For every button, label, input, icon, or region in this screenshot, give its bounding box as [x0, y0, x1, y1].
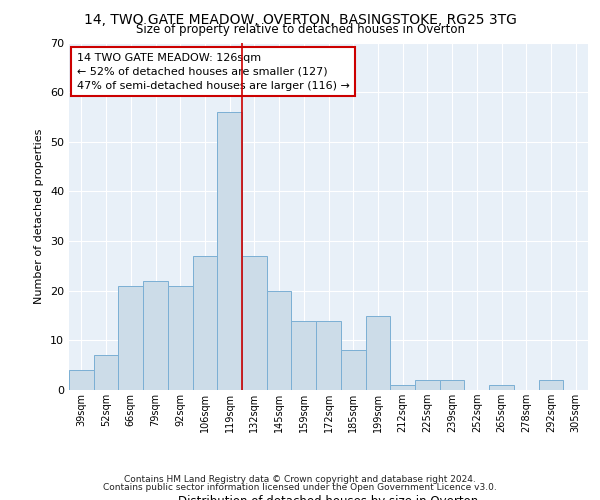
Bar — [539, 380, 563, 390]
Bar — [292, 320, 316, 390]
Bar — [168, 286, 193, 390]
Bar — [193, 256, 217, 390]
Text: Contains HM Land Registry data © Crown copyright and database right 2024.: Contains HM Land Registry data © Crown c… — [124, 475, 476, 484]
Text: Contains public sector information licensed under the Open Government Licence v3: Contains public sector information licen… — [103, 483, 497, 492]
Bar — [94, 355, 118, 390]
Bar — [440, 380, 464, 390]
Text: Size of property relative to detached houses in Overton: Size of property relative to detached ho… — [136, 22, 464, 36]
Bar — [143, 281, 168, 390]
Bar — [390, 385, 415, 390]
Bar — [341, 350, 365, 390]
Bar — [118, 286, 143, 390]
Bar — [242, 256, 267, 390]
Text: 14, TWO GATE MEADOW, OVERTON, BASINGSTOKE, RG25 3TG: 14, TWO GATE MEADOW, OVERTON, BASINGSTOK… — [83, 12, 517, 26]
Bar — [217, 112, 242, 390]
Bar — [69, 370, 94, 390]
Y-axis label: Number of detached properties: Number of detached properties — [34, 128, 44, 304]
X-axis label: Distribution of detached houses by size in Overton: Distribution of detached houses by size … — [178, 495, 479, 500]
Bar — [415, 380, 440, 390]
Text: 14 TWO GATE MEADOW: 126sqm
← 52% of detached houses are smaller (127)
47% of sem: 14 TWO GATE MEADOW: 126sqm ← 52% of deta… — [77, 53, 350, 91]
Bar — [316, 320, 341, 390]
Bar — [489, 385, 514, 390]
Bar — [267, 290, 292, 390]
Bar — [365, 316, 390, 390]
